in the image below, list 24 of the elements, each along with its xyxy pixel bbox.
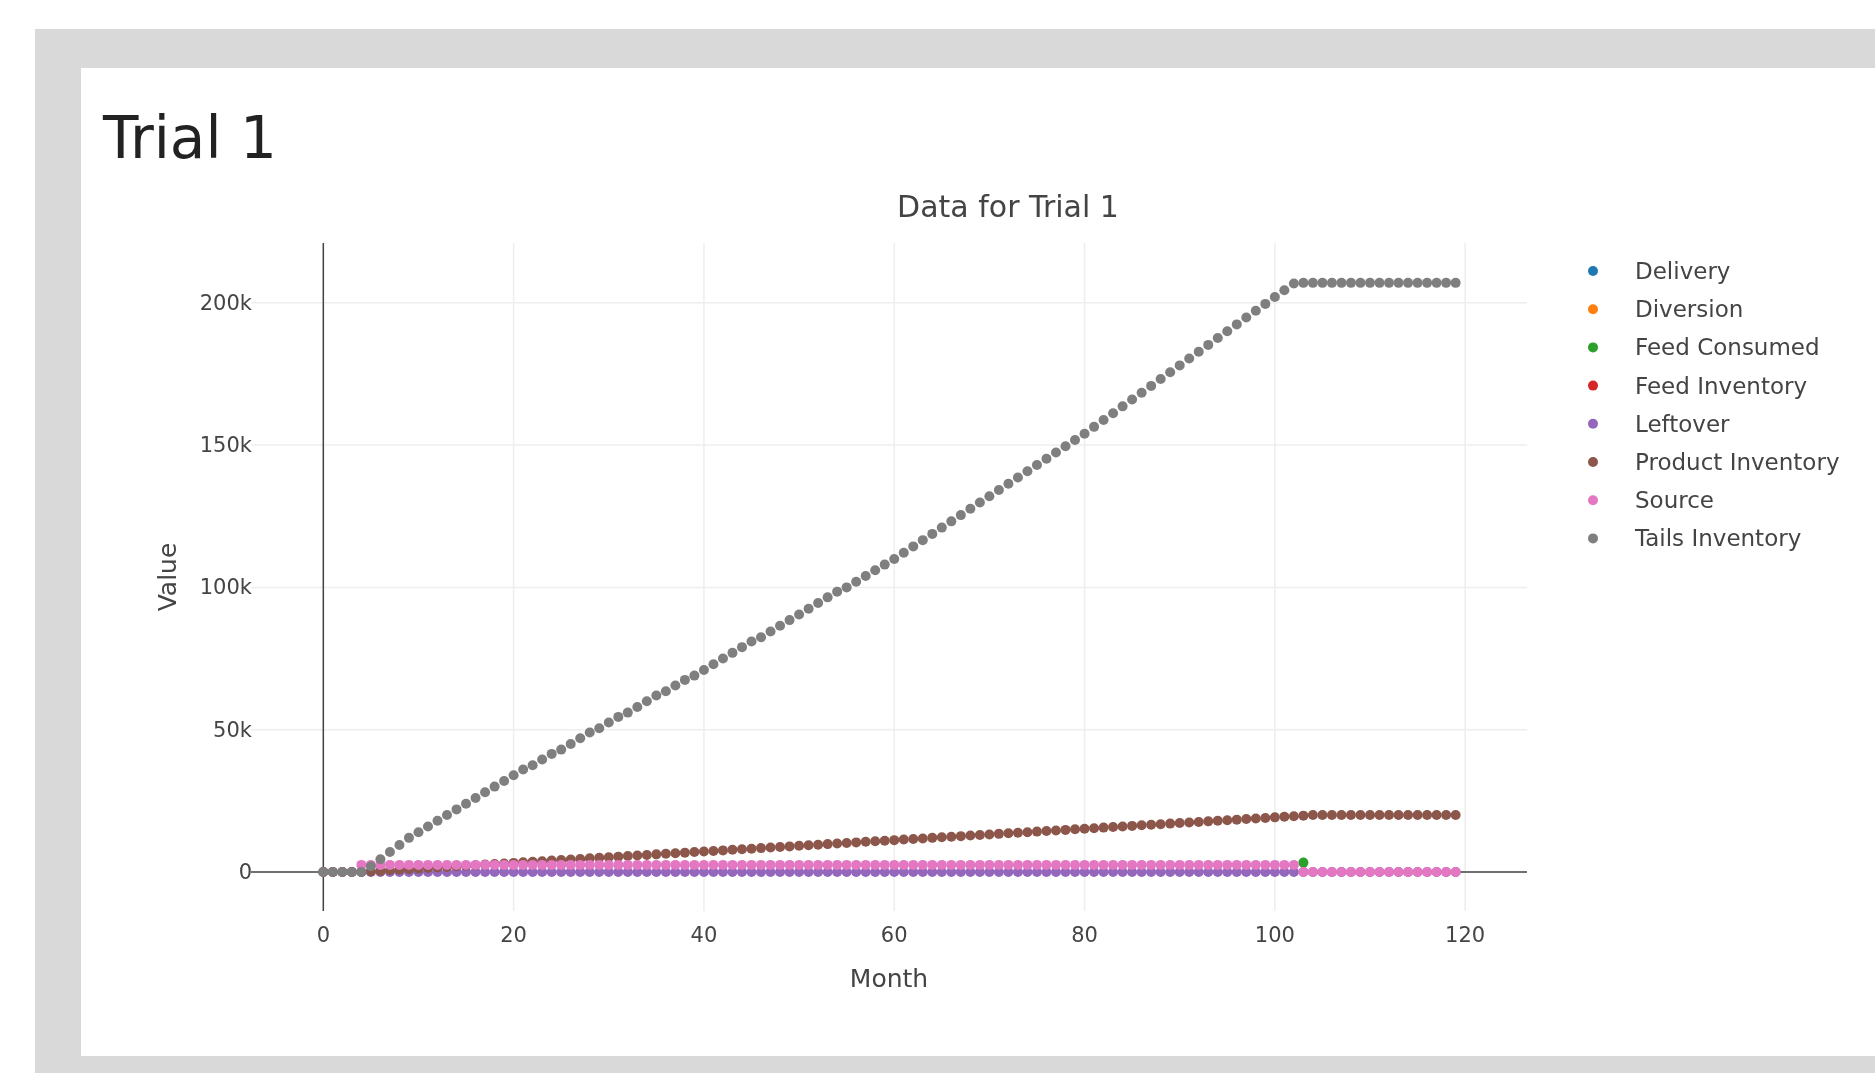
legend-label: Feed Inventory (1635, 372, 1808, 399)
legend-label: Delivery (1635, 258, 1731, 284)
y-tick-label: 100k (199, 575, 253, 600)
y-tick-label: 50k (213, 717, 253, 742)
x-tick-label: 60 (880, 923, 908, 947)
y-tick-label: 150k (199, 433, 253, 458)
chart-subtitle: Data for Trial 1 (897, 189, 1119, 224)
x-tick-label: 20 (500, 923, 527, 947)
x-tick-label: 40 (690, 923, 718, 947)
legend-label: Diversion (1635, 296, 1744, 323)
legend-label: Leftover (1635, 410, 1731, 437)
y-axis-title: Value (153, 542, 182, 612)
chart-title: Trial 1 (102, 104, 277, 172)
legend-label: Product Inventory (1635, 449, 1840, 475)
x-tick-label: 0 (316, 923, 330, 947)
y-tick-label: 0 (238, 860, 252, 885)
legend-label: Source (1635, 487, 1714, 514)
legend-label: Feed Consumed (1635, 334, 1820, 361)
x-axis-title: Month (849, 964, 929, 993)
x-tick-label: 80 (1071, 923, 1098, 947)
x-tick-label: 120 (1445, 923, 1486, 947)
x-tick-label: 100 (1254, 923, 1295, 947)
y-tick-label: 200k (199, 290, 253, 315)
legend-label: Tails Inventory (1634, 525, 1802, 552)
